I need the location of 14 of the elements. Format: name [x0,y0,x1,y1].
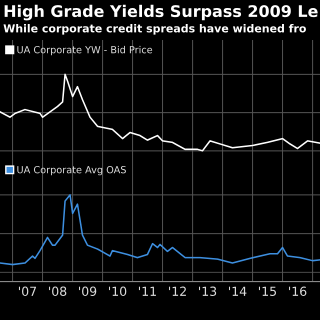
x-tick-label: '15 [258,286,276,296]
x-tick-label: '10 [108,286,126,296]
x-tick-label: '12 [169,286,186,296]
x-tick-label: '14 [228,286,246,296]
chart-title: High Grade Yields Surpass 2009 Le [4,4,318,20]
x-tick-label: '07 [18,286,36,296]
legend-label: UA Corporate YW - Bid Price [17,46,152,56]
x-tick-label: '09 [79,286,96,296]
chart-subtitle: While corporate credit spreads have widened fro [4,24,306,35]
x-tick-label: '08 [49,286,66,296]
x-tick-label: '13 [199,286,216,296]
legend-label: UA Corporate Avg OAS [17,166,126,176]
x-tick-label: '16 [289,286,306,296]
x-tick-label: '11 [138,286,156,296]
